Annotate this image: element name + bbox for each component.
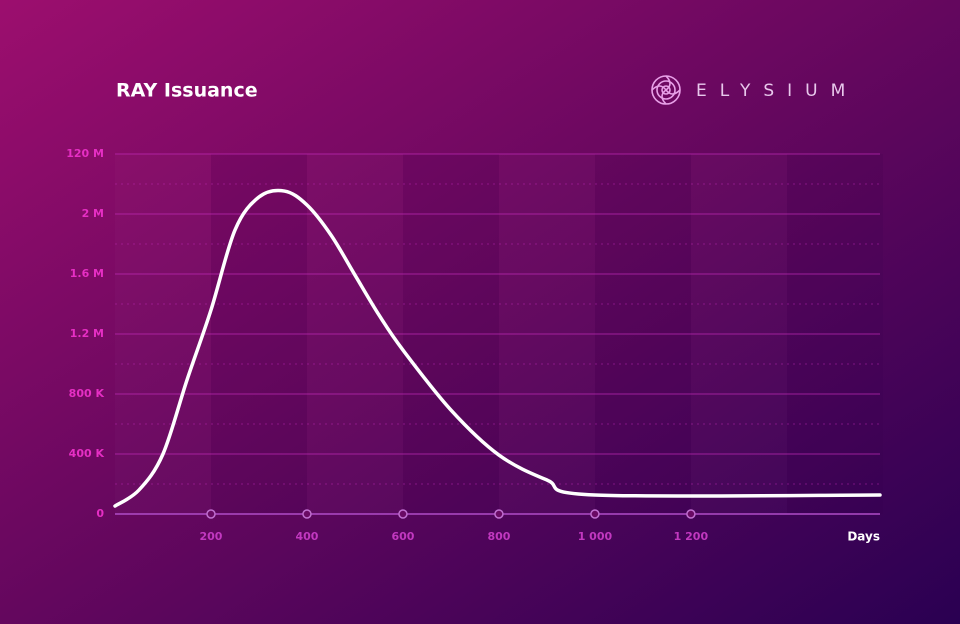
x-tick-mark bbox=[494, 509, 504, 519]
x-tick-mark bbox=[686, 509, 696, 519]
x-tick-label: 1 200 bbox=[674, 530, 709, 543]
x-tick-label: 200 bbox=[200, 530, 223, 543]
y-tick-label: 1.2 M bbox=[70, 327, 104, 340]
y-tick-label: 2 M bbox=[82, 207, 104, 220]
y-tick-label: 1.6 M bbox=[70, 267, 104, 280]
x-tick-mark bbox=[398, 509, 408, 519]
y-tick-label: 120 M bbox=[66, 147, 104, 160]
x-tick-mark bbox=[302, 509, 312, 519]
x-tick-mark bbox=[590, 509, 600, 519]
y-tick-label: 400 K bbox=[69, 447, 105, 460]
x-tick-label: 600 bbox=[391, 530, 414, 543]
brand: ELYSIUM bbox=[696, 81, 858, 101]
y-tick-label: 800 K bbox=[69, 387, 105, 400]
chart-title: RAY Issuance bbox=[116, 80, 258, 102]
x-tick-label: 1 000 bbox=[578, 530, 613, 543]
x-tick-label: 400 bbox=[295, 530, 318, 543]
line bbox=[113, 188, 882, 508]
x-axis-label: Days bbox=[847, 530, 880, 544]
logo-icon bbox=[651, 75, 681, 105]
x-tick-mark bbox=[206, 509, 216, 519]
y-tick-label: 0 bbox=[96, 507, 104, 520]
x-tick-label: 800 bbox=[487, 530, 510, 543]
